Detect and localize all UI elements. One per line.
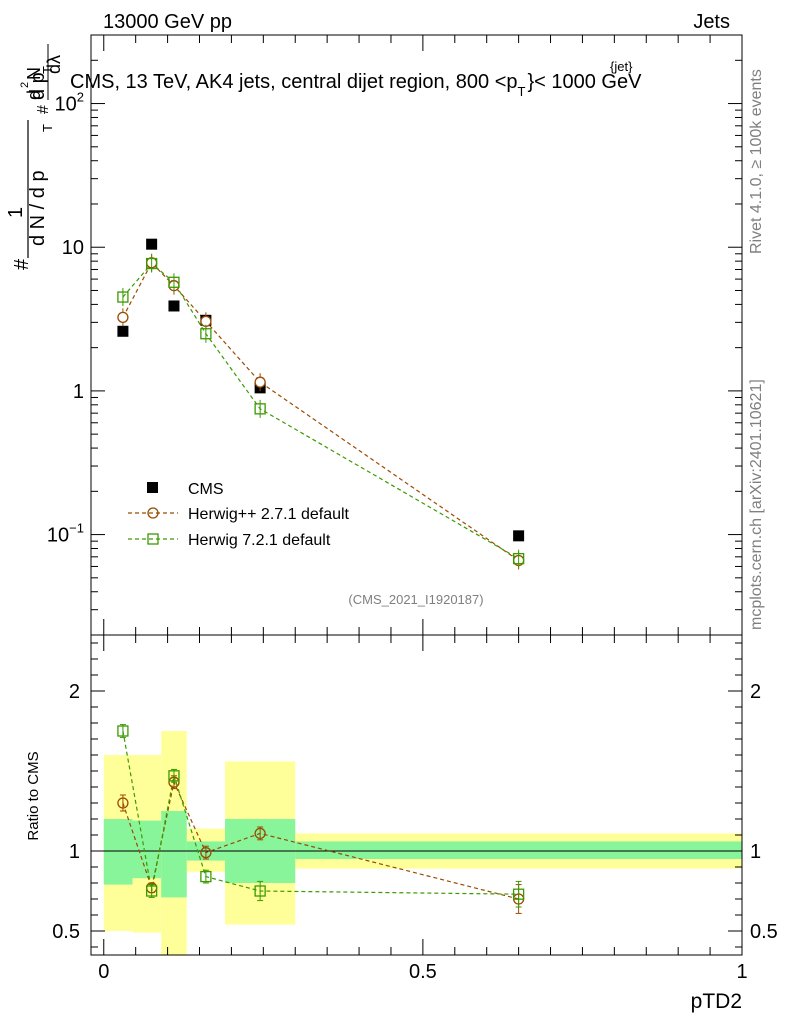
ratio-uncertainty-bands [103,731,742,955]
ratio-y-tick-label-right: 2 [750,681,761,703]
x-tick-label: 0 [98,961,109,983]
main-y-label: # 1 d N / d p T # d p T d 2 N dλ [5,44,64,270]
rivet-version-label: Rivet 4.1.0, ≥ 100k events [748,69,765,254]
herwig7-point [168,276,180,288]
ratio-y-tick-label-right: 0.5 [750,921,778,943]
ylabel-n: N [24,67,44,80]
ratio-tick-labels: 0.5 0.51 12 20 0.5 1 [52,681,778,983]
ylabel-dn-dpt: d N / d p [27,170,49,246]
herwig7-point [512,552,525,565]
main-y-tick-labels: 10−1 1 10 102 [47,90,84,547]
ratio-herwigpp-point [254,827,266,840]
x-tick-label: 0.5 [409,961,437,983]
ratio-herwig7-point [145,885,158,897]
ratio-series [117,724,525,914]
ratio-plot: 0.5 0.51 12 20 0.5 1 Ratio to CMS pTD2 [25,634,778,1013]
x-tick-label: 1 [736,961,747,983]
main-series [117,238,525,570]
energy-label: 13000 GeV pp [103,11,232,33]
herwig7-point [145,257,158,270]
main-plot: 10−1 1 10 102 CMS, 13 TeV, AK4 jets, centra… [5,34,743,636]
ylabel-dlambda: dλ [44,55,64,74]
herwigpp-point [117,311,129,324]
ratio-herwig7-point [168,770,180,782]
ylabel-t-sub-1: T [40,124,55,132]
ratio-herwigpp-point [117,797,129,809]
x-axis-label: pTD2 [691,990,742,1013]
main-title: CMS, 13 TeV, AK4 jets, central dijet reg… [70,71,642,99]
legend-label-herwigpp: Herwig++ 2.7.1 default [188,506,350,523]
ratio-band-inner [161,811,187,898]
ratio-y-tick-label-left: 0.5 [52,921,80,943]
cms-data-point [513,530,525,542]
herwig7-point [254,403,266,415]
ylabel-hash: # [11,258,33,270]
ratio-herwig7-point [254,885,266,897]
cms-data-point [117,325,129,337]
legend-marker-cms [147,482,158,493]
ratio-tick-marks [91,635,743,955]
herwigpp-point [254,376,266,388]
main-y-tick-label: 1 [73,381,84,403]
ratio-band-inner [132,820,162,879]
ratio-frame [90,634,743,956]
ratio-herwig7-point [512,888,525,900]
main-line-herwigpp [122,261,519,561]
main-y-tick-label: 10 [62,237,84,259]
legend-marker-herwig7 [147,533,159,545]
ratio-y-label: Ratio to CMS [25,751,42,840]
ratio-band-inner [295,841,742,859]
legend-marker-herwigpp [147,507,159,519]
ratio-y-tick-label-left: 2 [69,681,80,703]
ylabel-exp: 2 [19,82,31,88]
ylabel-one: 1 [5,207,27,218]
ylabel-hash-2: # [35,105,52,114]
cms-data-point [168,300,180,312]
legend-label-cms: CMS [188,481,224,498]
legend-label-herwig7: Herwig 7.2.1 default [188,532,331,549]
herwig7-point [200,328,212,340]
legend: CMS Herwig++ 2.7.1 default Herwig 7.2.1 … [128,481,350,549]
main-title-superscript: {jet} [610,59,633,74]
analysis-tag: (CMS_2021_I1920187) [348,592,483,607]
main-y-tick-label: 102 [55,90,84,116]
mcplots-label: mcplots.cern.ch [arXiv:2401.10621] [748,379,765,630]
ratio-herwigpp-point [200,846,212,859]
ratio-herwig7-point [117,725,129,737]
main-y-tick-label: 10−1 [47,521,84,547]
ratio-herwig7-point [200,870,212,883]
cms-data-point [146,238,158,250]
ratio-band-inner [103,819,133,885]
ratio-y-tick-label-right: 1 [750,841,761,863]
ratio-y-tick-label-left: 1 [69,841,80,863]
ylabel-dp: d p [27,72,49,100]
ylabel-d: d [24,90,44,100]
category-label: Jets [693,11,730,33]
herwig7-point [117,291,129,303]
ratio-line-herwig7 [122,730,519,895]
